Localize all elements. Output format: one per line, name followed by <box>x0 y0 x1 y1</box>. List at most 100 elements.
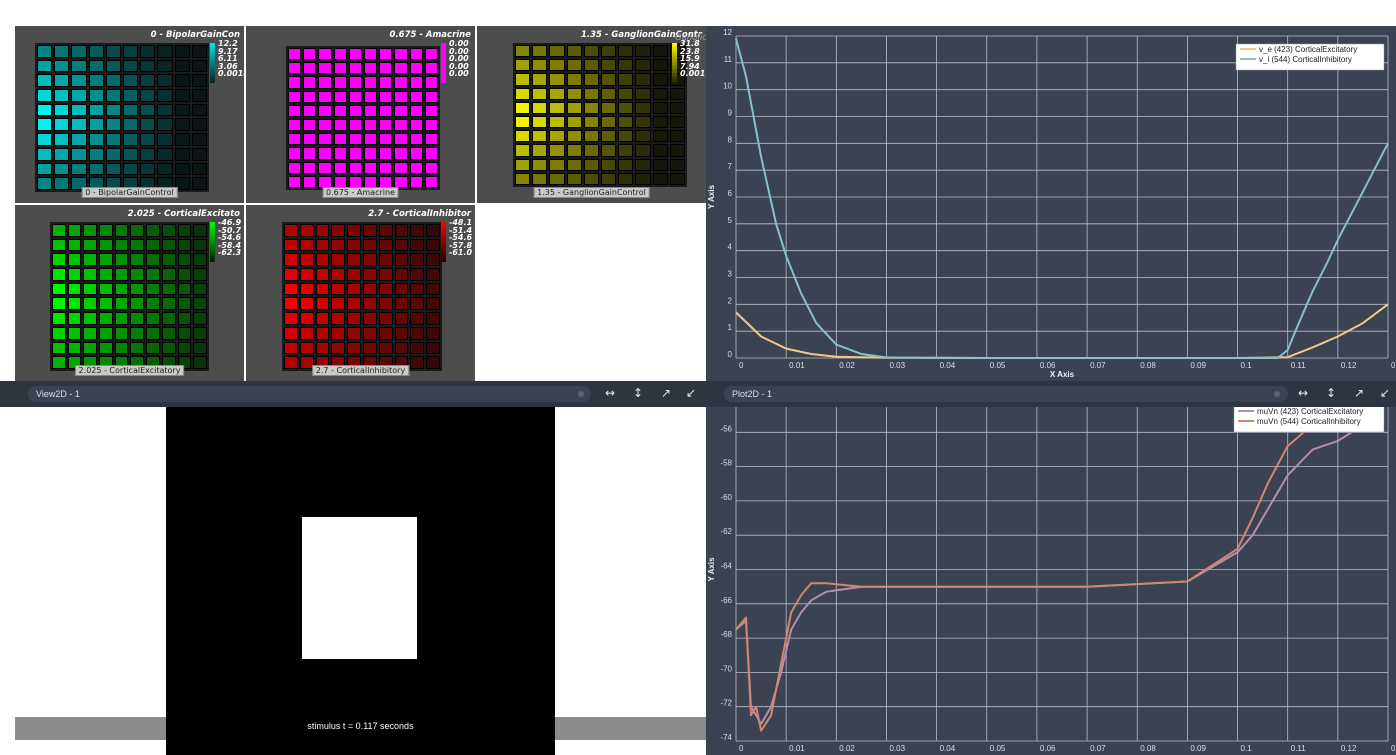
heatmap-cell <box>652 172 668 185</box>
heatmap-cell <box>88 133 104 146</box>
series-line <box>735 414 1339 732</box>
view2d-title-field[interactable]: View2D - 1 <box>28 386 591 402</box>
legend-entry: muVn (423) CorticalExcitatory <box>1257 407 1363 416</box>
heatmap-cell <box>363 282 377 296</box>
heatmap-cell <box>161 282 176 296</box>
heatmap-cell <box>105 103 121 117</box>
heatmap-cell <box>515 87 531 100</box>
heatmap-cell <box>303 48 317 61</box>
colorbar-tick-label: 7.94 <box>680 61 700 71</box>
plot2d-title-field[interactable]: Plot2D - 1 <box>724 386 1288 402</box>
y-tick-label: 0 <box>728 350 733 359</box>
maximize-icon[interactable]: ↗ <box>1354 386 1365 400</box>
heatmap-cell <box>146 238 160 252</box>
restore-icon[interactable]: ↙ <box>1380 386 1391 400</box>
heatmap-cell <box>315 297 330 311</box>
heatmap-cell <box>105 45 121 58</box>
heatmap-cell <box>363 253 377 267</box>
heatmap-cell <box>331 268 346 281</box>
y-tick-label: 10 <box>723 82 732 91</box>
stimulus-caption: stimulus t = 0.117 seconds <box>307 721 414 731</box>
heatmap-cell <box>157 103 173 117</box>
heatmap-cell <box>424 175 438 188</box>
heatmap-cell <box>379 48 393 61</box>
colorbar-ticks: 0.00 0.00 0.00 0.00 0.00 <box>449 40 469 78</box>
heatmap-cell <box>122 147 139 161</box>
heatmap-cell <box>532 130 548 143</box>
heatmap-cell <box>174 103 190 117</box>
heatmap-cell <box>566 115 582 129</box>
heatmap-cell <box>122 133 139 146</box>
heatmap-cell <box>532 158 548 171</box>
heatmap-cell <box>424 90 438 103</box>
heatmap-cell <box>303 90 317 103</box>
view2d-panel[interactable]: 0 - BipolarGainCon12.29.176.113.060.0018… <box>15 26 244 203</box>
heatmap-cell <box>566 172 582 185</box>
heatmap-cell <box>410 326 425 340</box>
heatmap-cell <box>157 89 173 102</box>
heatmap-cell <box>37 133 53 146</box>
heatmap-cell <box>331 282 346 296</box>
view2d-panel[interactable]: 2.7 - CorticalInhibitor -48.1 -51.4 -54.6 -5… <box>246 205 475 381</box>
heatmap-cell <box>363 268 377 281</box>
series-line <box>735 424 1364 725</box>
heatmap-cell <box>394 268 409 281</box>
heatmap-cell <box>600 87 617 100</box>
y-tick-label: -60 <box>720 493 732 502</box>
expand-horizontal-icon[interactable]: ↔ <box>605 386 616 400</box>
restore-icon[interactable]: ↙ <box>686 386 697 400</box>
x-tick-label: 0.06 <box>1040 361 1056 370</box>
x-tick-label: 0.11 <box>1291 744 1307 753</box>
heatmap-cell <box>140 103 156 117</box>
heatmap-cell <box>177 224 192 237</box>
heatmap-cell <box>347 268 361 281</box>
x-tick-label: 0.03 <box>889 744 905 753</box>
heatmap-cell <box>99 224 113 237</box>
plot-bottom[interactable]: 0 0.01 0.02 0.03 0.04 0.05 0.06 0.07 0.08 0.09 0.1… <box>706 407 1396 755</box>
expand-horizontal-icon[interactable]: ↔ <box>1298 386 1309 400</box>
heatmap-cell <box>88 118 104 132</box>
view2d-panel[interactable]: 0.675 - Amacrine 0.00 0.00 0.00 0.00 0.00 0.67… <box>246 26 475 203</box>
colorbar-tick-label: -48.1 <box>449 218 473 227</box>
heatmap-cell <box>114 297 129 311</box>
heatmap-cell <box>410 282 425 296</box>
expand-vertical-icon[interactable]: ↕ <box>633 386 644 400</box>
expand-vertical-icon[interactable]: ↕ <box>1326 386 1337 400</box>
heatmap-cell <box>52 238 66 252</box>
x-tick-label: 0.1 <box>1241 361 1253 370</box>
x-tick-label: 0.13 <box>1391 744 1396 753</box>
heatmap-cell <box>284 312 298 325</box>
view2d-panel[interactable]: 1.35 - GanglionGainContr 31.8 23.8 15.9 7.94… <box>477 26 706 203</box>
heatmap-cell <box>333 90 347 103</box>
colorbar-tick-label: 31.8 <box>680 39 700 48</box>
heatmap-cell <box>52 282 66 296</box>
heatmap-cell <box>426 282 440 296</box>
heatmap-cell <box>532 144 548 157</box>
heatmap-cell <box>299 238 314 252</box>
heatmap-cell <box>635 101 651 114</box>
heatmap-cell <box>83 238 98 252</box>
heatmap-cell <box>532 45 548 58</box>
colorbar <box>210 43 215 83</box>
heatmap-cell <box>515 115 531 129</box>
plot-top[interactable]: 0 0.01 0.02 0.03 0.04 0.05 0.06 0.07 0.08 0.09 0.1… <box>706 26 1396 381</box>
heatmap-cell <box>652 144 668 157</box>
heatmap-cell <box>409 118 423 132</box>
heatmap-cell <box>105 118 121 132</box>
colorbar-tick-label: 6.11 <box>218 54 238 64</box>
maximize-icon[interactable]: ↗ <box>661 386 672 400</box>
heatmap-cell <box>426 268 440 281</box>
heatmap-cell <box>424 118 438 132</box>
heatmap-cell <box>161 297 176 311</box>
heatmap-cell <box>333 147 347 160</box>
heatmap-cell <box>394 104 408 117</box>
heatmap-cell <box>378 341 393 355</box>
panel-title: 0.675 - Amacrine <box>389 30 471 40</box>
heatmap-cell <box>83 282 98 296</box>
heatmap-cell <box>88 59 104 73</box>
heatmap-cell <box>378 253 393 267</box>
stimulus-view[interactable]: stimulus t = 0.117 seconds <box>166 407 555 755</box>
heatmap-cell <box>394 48 408 61</box>
view2d-panel[interactable]: 2.025 - CorticalExcitato -46.9 -50.7 -54.6-… <box>15 205 244 381</box>
heatmap-cell <box>71 162 87 176</box>
